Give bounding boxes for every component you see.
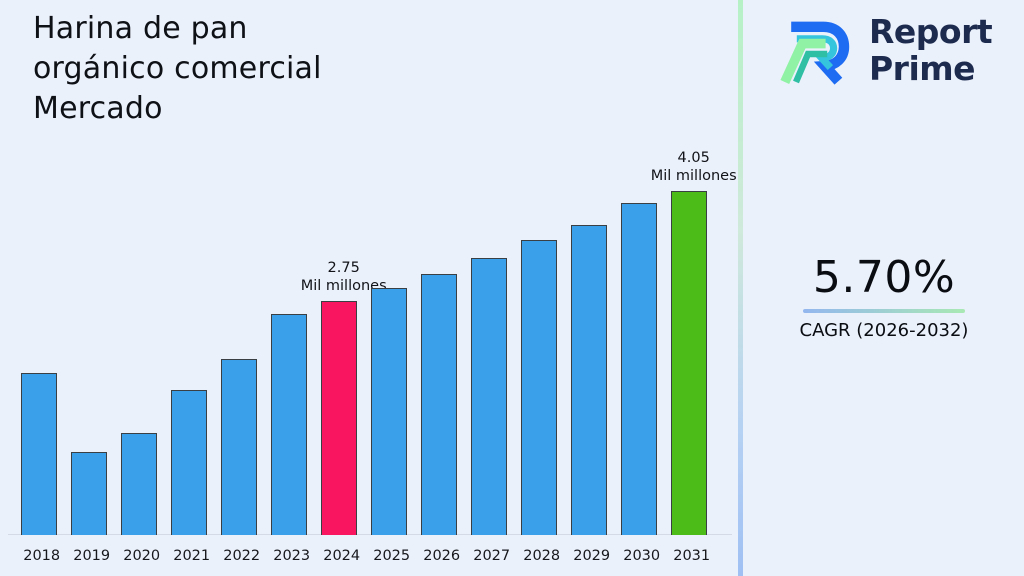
- x-tick-label-2024: 2024: [323, 548, 361, 564]
- x-tick-label-2029: 2029: [573, 548, 611, 564]
- bar-annotation-2024: 2.75 Mil millones: [274, 259, 414, 295]
- bar-2023: [270, 314, 307, 535]
- page-title-line-3: Mercado: [33, 91, 163, 126]
- bar-2020: [120, 433, 157, 535]
- page-title-line-1: Harina de pan: [33, 11, 248, 46]
- bar-2027: [470, 258, 507, 535]
- x-tick-label-2026: 2026: [423, 548, 461, 564]
- x-tick-label-2031: 2031: [673, 548, 711, 564]
- cagr-underline: [803, 309, 965, 313]
- x-tick-label-2019: 2019: [73, 548, 111, 564]
- annotation-unit-2024: Mil millones: [300, 278, 387, 294]
- bar-2025: [370, 288, 407, 535]
- bar-2029: [570, 225, 607, 535]
- page-title: Harina de pan orgánico comercial Mercado: [33, 9, 322, 129]
- bar-2022: [220, 359, 257, 535]
- bar-chart: 2018 2019 2020 2021 2022 2023 2024 2.75 Mil mill…: [8, 150, 737, 564]
- bar-2026: [420, 274, 457, 535]
- cagr-label: CAGR (2026-2032): [799, 320, 969, 341]
- x-tick-label-2028: 2028: [523, 548, 561, 564]
- x-tick-label-2025: 2025: [373, 548, 411, 564]
- x-tick-label-2027: 2027: [473, 548, 511, 564]
- x-tick-label-2022: 2022: [223, 548, 261, 564]
- report-prime-logo: Report Prime: [779, 10, 993, 90]
- annotation-unit-2031: Mil millones: [650, 168, 737, 184]
- x-tick-label-2020: 2020: [123, 548, 161, 564]
- bar-2028: [520, 240, 557, 535]
- x-tick-label-2018: 2018: [23, 548, 61, 564]
- x-tick-label-2021: 2021: [173, 548, 211, 564]
- bar-2030: [620, 203, 657, 535]
- vertical-divider: [738, 0, 743, 576]
- logo-text: Report Prime: [869, 12, 993, 88]
- annotation-value-2024: 2.75: [327, 260, 360, 276]
- bar-2019: [70, 452, 107, 535]
- bar-2024: [320, 301, 357, 535]
- bar-2018: [20, 373, 57, 535]
- annotation-value-2031: 4.05: [677, 150, 710, 166]
- report-prime-logo-icon: [780, 21, 850, 85]
- page-title-line-2: orgánico comercial: [33, 51, 322, 86]
- cagr-value: 5.70%: [812, 252, 956, 303]
- x-tick-label-2030: 2030: [623, 548, 661, 564]
- bar-2031: [670, 191, 707, 535]
- x-tick-label-2023: 2023: [273, 548, 311, 564]
- bar-annotation-2031: 4.05 Mil millones: [624, 149, 764, 185]
- x-axis-line: [8, 534, 732, 535]
- bar-2021: [170, 390, 207, 535]
- logo-text-line-2: Prime: [869, 49, 976, 88]
- logo-text-line-1: Report: [869, 12, 993, 51]
- cagr-block: 5.70% CAGR (2026-2032): [772, 252, 996, 341]
